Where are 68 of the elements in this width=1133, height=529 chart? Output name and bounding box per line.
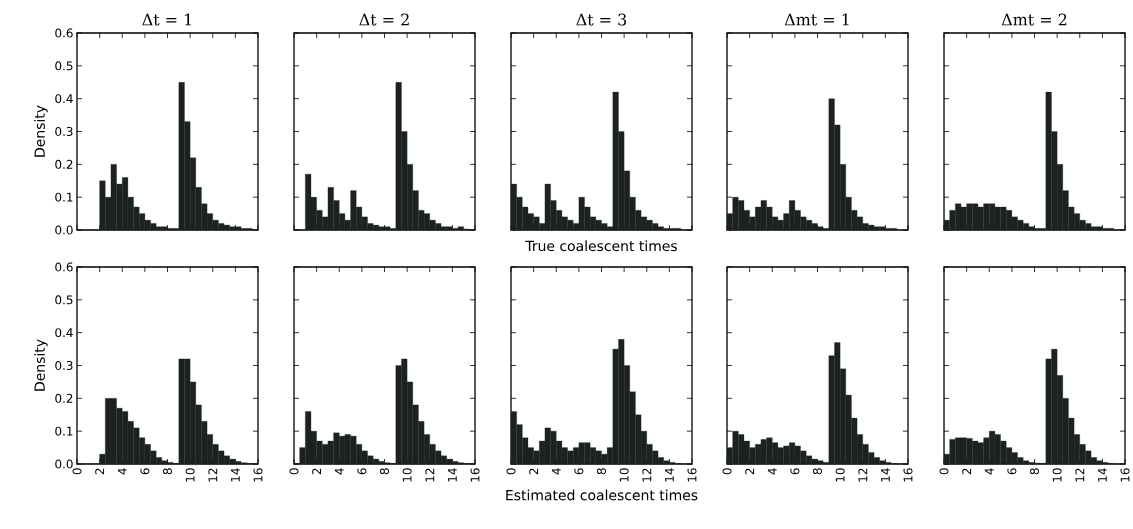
x-tick-label: 10 <box>619 468 629 482</box>
y-tick-label: 0.4 <box>55 328 73 338</box>
x-tick-label: 6 <box>790 468 800 475</box>
x-tick-label: 10 <box>185 468 195 482</box>
chart-title: Δmt = 1 <box>784 13 849 26</box>
x-tick-label: 8 <box>812 468 823 475</box>
x-tick-label: 12 <box>425 468 435 482</box>
x-tick-label: 16 <box>470 468 480 482</box>
chart-title: Δt = 1 <box>142 13 191 26</box>
x-tick-label: 6 <box>1007 468 1017 475</box>
y-tick-label: 0.6 <box>55 262 73 272</box>
x-tick-label: 14 <box>1098 468 1107 482</box>
y-axis-title: Density <box>34 105 48 157</box>
y-tick-label: 0.3 <box>55 126 73 137</box>
x-tick-label: 16 <box>1120 468 1130 482</box>
x-tick-label: 8 <box>1029 468 1040 475</box>
x-tick-label: 0 <box>939 468 949 475</box>
y-tick-label: 0.2 <box>55 159 73 169</box>
x-tick-label: 12 <box>1075 468 1085 482</box>
x-tick-label: 8 <box>596 468 607 475</box>
x-tick-label: 10 <box>835 468 845 482</box>
x-tick-label: 4 <box>767 468 777 475</box>
x-tick-label: 14 <box>448 468 457 482</box>
x-tick-label: 10 <box>402 468 412 482</box>
x-axis-title: True coalescent times <box>525 240 677 252</box>
y-tick-label: 0.2 <box>55 393 73 403</box>
x-tick-label: 6 <box>574 468 584 475</box>
x-tick-label: 10 <box>1052 468 1062 482</box>
x-tick-label: 4 <box>984 468 994 475</box>
x-tick-label: 0 <box>722 468 732 475</box>
chart-title: Δmt = 2 <box>1001 13 1067 26</box>
x-tick-label: 12 <box>208 468 218 482</box>
x-tick-label: 2 <box>529 468 539 475</box>
y-tick-label: 0.5 <box>55 61 73 71</box>
y-tick-label: 0.6 <box>55 28 73 38</box>
x-tick-label: 12 <box>642 468 652 482</box>
y-tick-label: 0.1 <box>55 426 73 436</box>
x-tick-label: 6 <box>357 468 367 475</box>
y-axis-title: Density <box>34 339 48 391</box>
x-tick-label: 14 <box>665 468 674 482</box>
chart-title: Δt = 2 <box>359 13 409 26</box>
x-tick-label: 14 <box>881 468 890 482</box>
x-tick-label: 0 <box>289 468 299 475</box>
x-tick-label: 2 <box>95 468 105 475</box>
x-tick-label: 4 <box>551 468 561 475</box>
x-tick-label: 0 <box>506 468 516 475</box>
x-tick-label: 4 <box>117 468 127 475</box>
x-tick-label: 16 <box>903 468 913 482</box>
x-tick-label: 2 <box>312 468 322 475</box>
x-tick-label: 8 <box>379 468 390 475</box>
x-tick-label: 14 <box>231 468 240 482</box>
y-tick-label: 0.0 <box>55 459 73 469</box>
x-tick-label: 8 <box>162 468 173 475</box>
x-tick-label: 16 <box>253 468 263 482</box>
y-tick-label: 0.4 <box>55 94 73 104</box>
y-tick-label: 0.1 <box>55 192 73 202</box>
x-tick-label: 2 <box>962 468 972 475</box>
y-tick-label: 0.5 <box>55 295 73 305</box>
x-tick-label: 4 <box>334 468 344 475</box>
chart-title: Δt = 3 <box>576 13 627 26</box>
y-tick-label: 0.0 <box>55 225 73 235</box>
x-axis-title: Estimated coalescent times <box>506 489 698 501</box>
x-tick-label: 6 <box>140 468 150 475</box>
y-tick-label: 0.3 <box>55 360 73 371</box>
x-tick-label: 12 <box>858 468 868 482</box>
x-tick-label: 0 <box>72 468 82 475</box>
x-tick-label: 16 <box>687 468 697 482</box>
x-tick-label: 2 <box>745 468 755 475</box>
